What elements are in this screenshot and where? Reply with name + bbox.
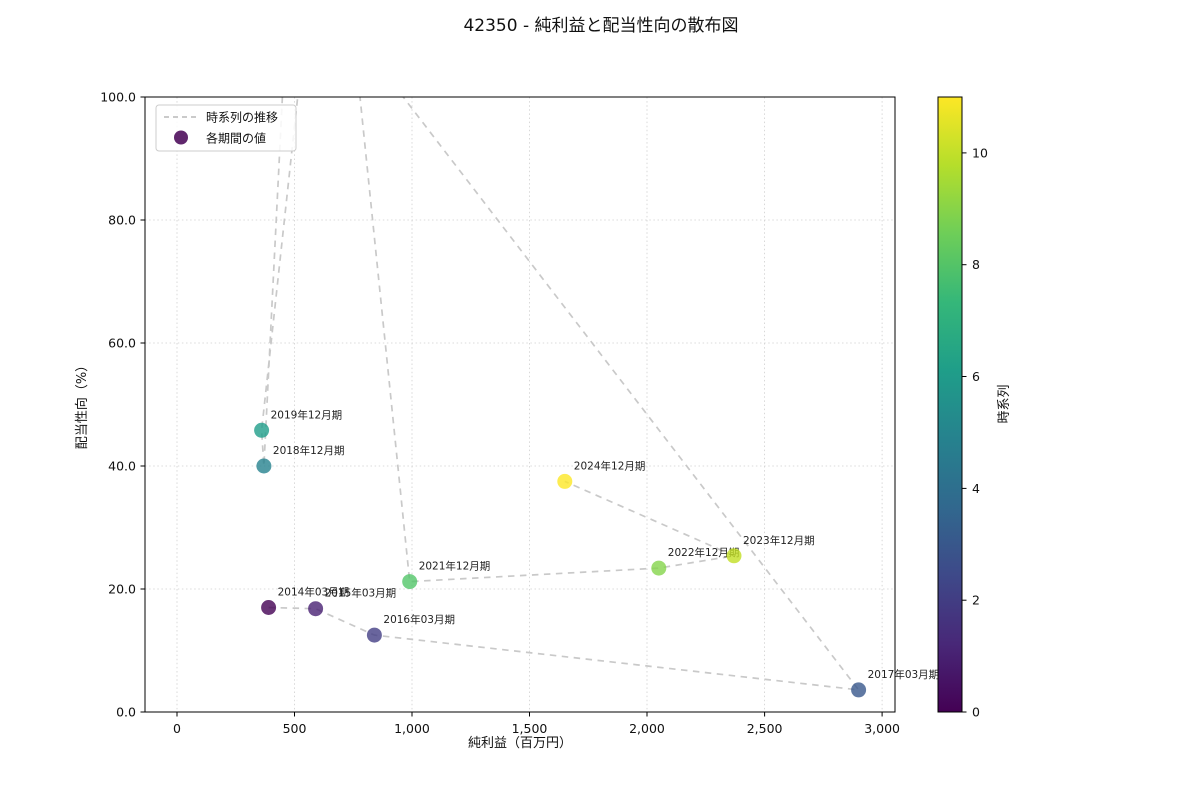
x-tick-label: 1,000 [394,721,430,736]
point-label-5: 2018年12月期 [273,444,345,457]
data-point-9 [651,560,667,576]
legend: 時系列の推移 各期間の値 [155,104,297,152]
data-point-3 [851,682,867,698]
plot-border [144,96,896,713]
colorbar-tick-label: 8 [972,257,980,272]
point-label-2: 2016年03月期 [383,613,455,626]
chart-title: 42350 - 純利益と配当性向の散布図 [463,16,738,36]
time-series-dashed-path [260,97,861,691]
x-tick-label: 2,000 [629,721,665,736]
data-point-8 [402,574,418,590]
y-tick-label: 60.0 [108,336,136,351]
y-tick-label: 40.0 [108,459,136,474]
x-tick-label: 2,500 [747,721,783,736]
data-point-2 [366,627,382,643]
colorbar-frame [937,96,963,713]
point-label-3: 2017年03月期 [868,668,940,681]
legend-label-trail: 時系列の推移 [206,111,278,125]
y-tick-label: 20.0 [108,582,136,597]
x-axis-label: 純利益（百万円） [468,736,572,751]
data-point-11 [557,473,573,489]
colorbar-tick-label: 10 [972,145,988,160]
legend-label-points: 各期間の値 [206,131,266,146]
grid [145,96,895,713]
y-tick-label: 80.0 [108,213,136,228]
colorbar-gradient [938,97,962,712]
y-axis-label: 配当性向（%） [74,359,90,449]
colorbar-tick-label: 6 [972,369,980,384]
colorbar-tick-label: 4 [972,481,980,496]
point-label-11: 2024年12月期 [574,459,646,472]
colorbar: 0 2 4 6 8 10 時系列 [937,96,1012,720]
data-point-10 [726,548,742,564]
time-series-trail [260,97,861,691]
data-point-0 [261,600,277,615]
point-label-6: 2019年12月期 [271,408,343,421]
point-label-9: 2022年12月期 [668,546,740,559]
y-axis-ticks: 0.0 20.0 40.0 60.0 80.0 100.0 [100,90,145,720]
x-axis-ticks: 0 500 1,000 1,500 2,000 2,500 3,000 [173,712,900,736]
x-tick-label: 3,000 [864,721,900,736]
y-tick-label: 100.0 [100,90,136,105]
data-point-5 [256,458,272,474]
data-point-1 [308,601,324,617]
colorbar-tick-label: 0 [972,705,980,720]
y-tick-label: 0.0 [116,705,136,720]
colorbar-tick-label: 2 [972,593,980,608]
point-label-10: 2023年12月期 [743,534,815,547]
colorbar-ticks: 0 2 4 6 8 10 [962,145,988,720]
data-point-6 [254,422,270,438]
point-label-8: 2021年12月期 [419,560,491,573]
x-tick-label: 1,500 [512,721,548,736]
colorbar-label: 時系列 [997,384,1012,423]
point-label-0: 2014年03月期 [278,586,350,599]
legend-dot-sample [174,130,188,145]
x-tick-label: 0 [173,721,181,736]
point-label-1: 2015年03月期 [325,587,397,600]
x-tick-label: 500 [283,721,307,736]
